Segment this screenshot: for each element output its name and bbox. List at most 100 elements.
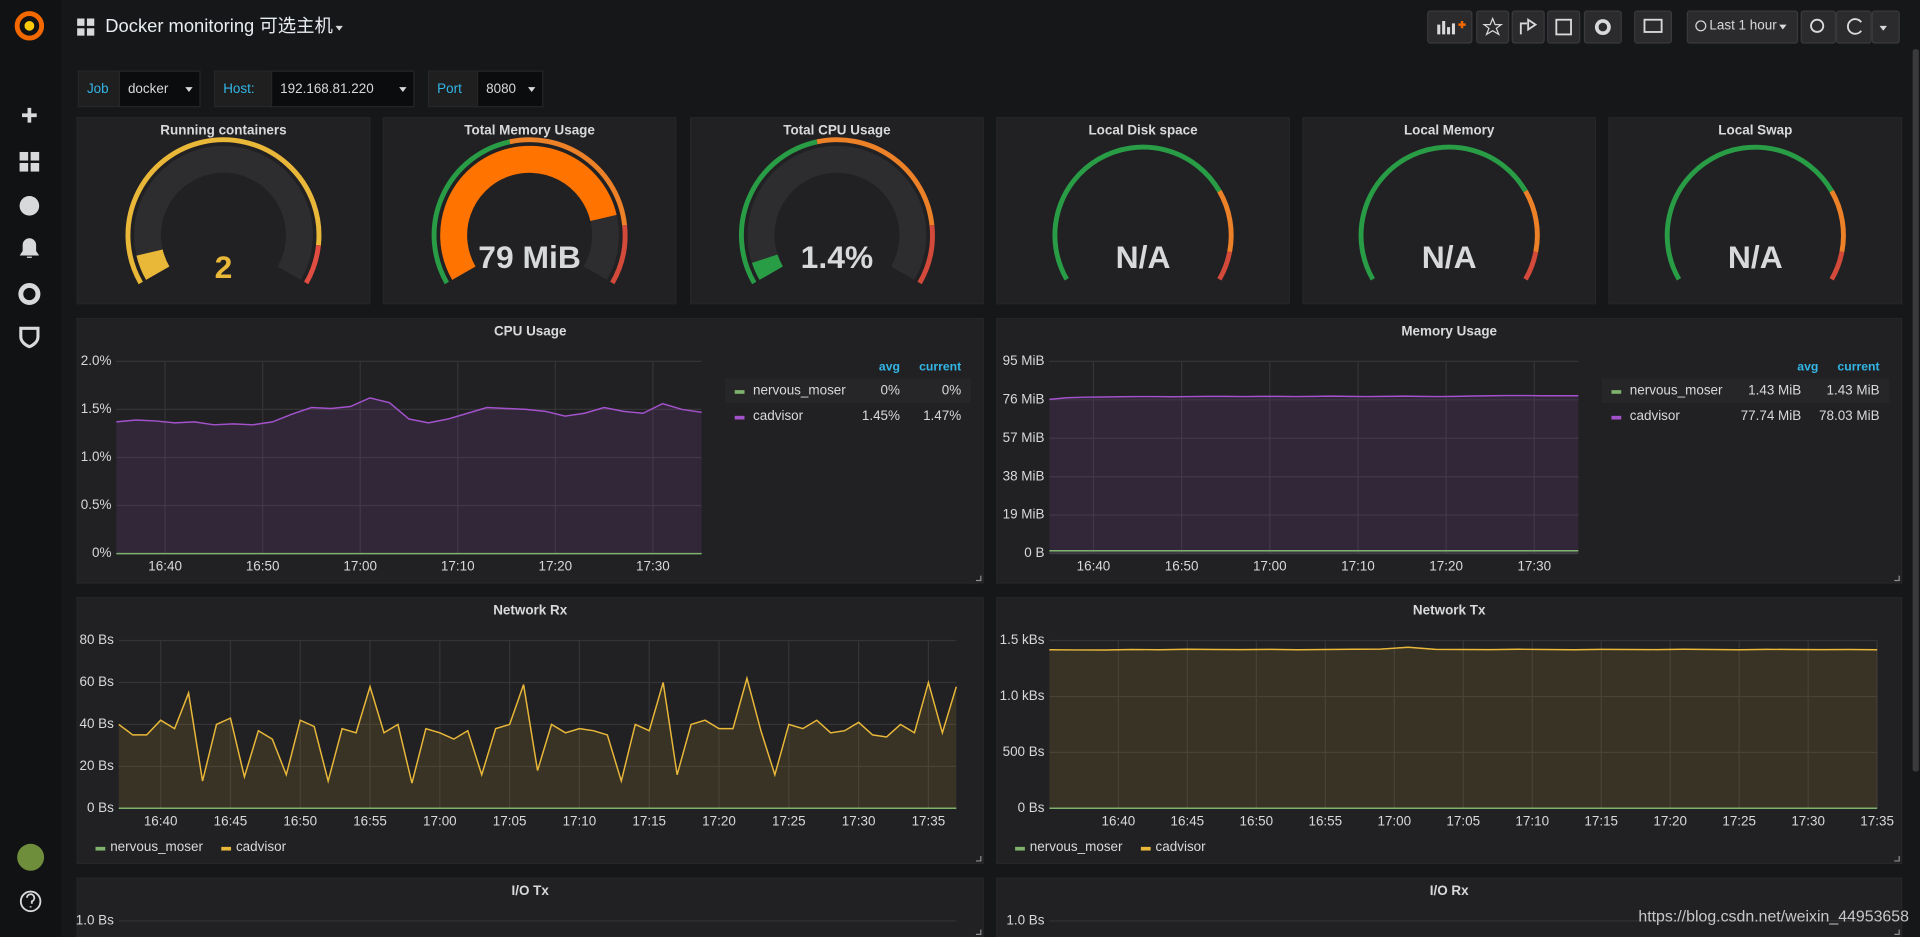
x-tick-label: 16:40: [1102, 813, 1136, 828]
legend-name[interactable]: nervous_moser: [1030, 839, 1123, 854]
gauge-threshold: [1665, 145, 1834, 281]
gauge-threshold: [1829, 189, 1846, 253]
create-icon[interactable]: [22, 107, 37, 123]
variable-select[interactable]: [118, 70, 201, 108]
legend-name[interactable]: nervous_moser: [110, 839, 203, 854]
resize-handle: [975, 575, 982, 582]
save-button[interactable]: [1547, 10, 1581, 44]
zoom-out-button[interactable]: [1800, 10, 1837, 44]
y-tick-label: 1.0 Bs: [1006, 913, 1044, 928]
x-tick-label: 17:10: [1515, 813, 1549, 828]
grafana-logo[interactable]: [14, 11, 45, 41]
x-tick-label: 16:55: [353, 813, 387, 828]
x-tick-label: 17:10: [1341, 559, 1375, 574]
series-line: [1049, 394, 1579, 401]
panel-title: I/O Tx: [512, 883, 550, 898]
variable-select[interactable]: [476, 70, 544, 108]
sidebar-bg: [0, 0, 62, 937]
share-icon: [1519, 18, 1538, 35]
x-tick-label: 16:50: [1165, 559, 1199, 574]
gauge-value: 1.4%: [801, 239, 874, 275]
y-tick-label: 500 Bs: [1003, 744, 1045, 759]
y-tick-label: 1.5 kBs: [1000, 632, 1045, 647]
gauge-threshold: [431, 139, 511, 285]
panel-title: Local Memory: [1404, 123, 1495, 138]
legend-name[interactable]: cadvisor: [753, 408, 804, 423]
scrollbar[interactable]: [1912, 49, 1919, 772]
y-tick-label: 1.0 Bs: [76, 913, 114, 928]
x-tick-label: 17:00: [423, 813, 457, 828]
series-area: [118, 678, 957, 809]
tv-mode-button[interactable]: [1634, 10, 1673, 44]
x-tick-label: 16:50: [246, 559, 280, 574]
config-icon[interactable]: [18, 282, 41, 306]
avatar[interactable]: [17, 843, 45, 871]
panel-title: Total CPU Usage: [783, 123, 891, 138]
x-tick-label: 17:05: [493, 813, 527, 828]
x-tick-label: 17:30: [1517, 559, 1551, 574]
star-button[interactable]: [1476, 10, 1510, 44]
panel-title: CPU Usage: [494, 324, 567, 339]
save-icon: [1555, 18, 1572, 36]
y-tick-label: 40 Bs: [79, 716, 114, 731]
alerting-icon[interactable]: [19, 238, 40, 258]
x-tick-label: 16:50: [283, 813, 317, 828]
legend-name[interactable]: nervous_moser: [1630, 382, 1723, 397]
panel-title: Memory Usage: [1401, 324, 1497, 339]
series-line: [1049, 646, 1878, 651]
resize-handle: [975, 856, 982, 862]
series-line: [116, 397, 702, 426]
y-tick-label: 0 Bs: [1018, 800, 1045, 815]
dashboards-icon[interactable]: [19, 151, 40, 172]
variable-caret: [185, 87, 193, 92]
toolbar: Last 1 hour: [1427, 10, 1900, 44]
gauge-threshold: [509, 137, 628, 226]
legend-value: 0%: [881, 382, 900, 397]
y-tick-label: 2.0%: [81, 353, 112, 368]
resize-handle: [1894, 929, 1900, 936]
y-tick-label: 0%: [92, 545, 111, 560]
resize-handle: [1894, 575, 1900, 582]
y-tick-label: 76 MiB: [1003, 391, 1045, 406]
admin-icon[interactable]: [19, 326, 40, 349]
y-tick-label: 0 Bs: [87, 800, 114, 815]
legend-name[interactable]: cadvisor: [1630, 408, 1681, 423]
x-tick-label: 17:15: [1584, 813, 1618, 828]
help-icon[interactable]: [19, 890, 42, 913]
graph-panel: [76, 597, 984, 865]
legend-name[interactable]: cadvisor: [1156, 839, 1207, 854]
legend-name[interactable]: nervous_moser: [753, 382, 846, 397]
legend-value: 1.43 MiB: [1826, 382, 1879, 397]
resize-handle: [1894, 856, 1900, 862]
y-tick-label: 1.0%: [81, 449, 112, 464]
x-tick-label: 17:20: [702, 813, 736, 828]
add-panel-icon: [1437, 20, 1455, 35]
refresh-button[interactable]: [1836, 10, 1872, 44]
variable-select[interactable]: [270, 70, 415, 108]
gauge-threshold: [610, 224, 628, 285]
time-range: Last 1 hour: [1709, 17, 1777, 32]
dashboard-title[interactable]: Docker monitoring 可选主机: [105, 15, 333, 36]
graph-panel: [76, 317, 984, 584]
legend-name[interactable]: cadvisor: [236, 839, 287, 854]
explore-icon[interactable]: [19, 196, 40, 216]
x-tick-label: 17:30: [1791, 813, 1825, 828]
settings-button[interactable]: [1583, 10, 1622, 44]
variable-label: Job: [87, 81, 109, 96]
x-tick-label: 17:20: [1653, 813, 1687, 828]
x-tick-label: 17:10: [441, 559, 475, 574]
legend-value: 77.74 MiB: [1741, 408, 1802, 423]
y-tick-label: 60 Bs: [79, 674, 114, 689]
x-tick-label: 17:15: [632, 813, 666, 828]
panel-title: Total Memory Usage: [464, 123, 595, 138]
time-picker[interactable]: [1686, 10, 1799, 44]
legend-value: 1.43 MiB: [1748, 382, 1801, 397]
gauge-threshold: [816, 137, 935, 226]
legend-value: 78.03 MiB: [1819, 408, 1880, 423]
x-tick-label: 17:20: [1429, 559, 1463, 574]
x-tick-label: 17:30: [636, 559, 670, 574]
x-tick-label: 17:30: [842, 813, 876, 828]
x-tick-label: 17:25: [1722, 813, 1756, 828]
x-tick-label: 16:55: [1308, 813, 1342, 828]
